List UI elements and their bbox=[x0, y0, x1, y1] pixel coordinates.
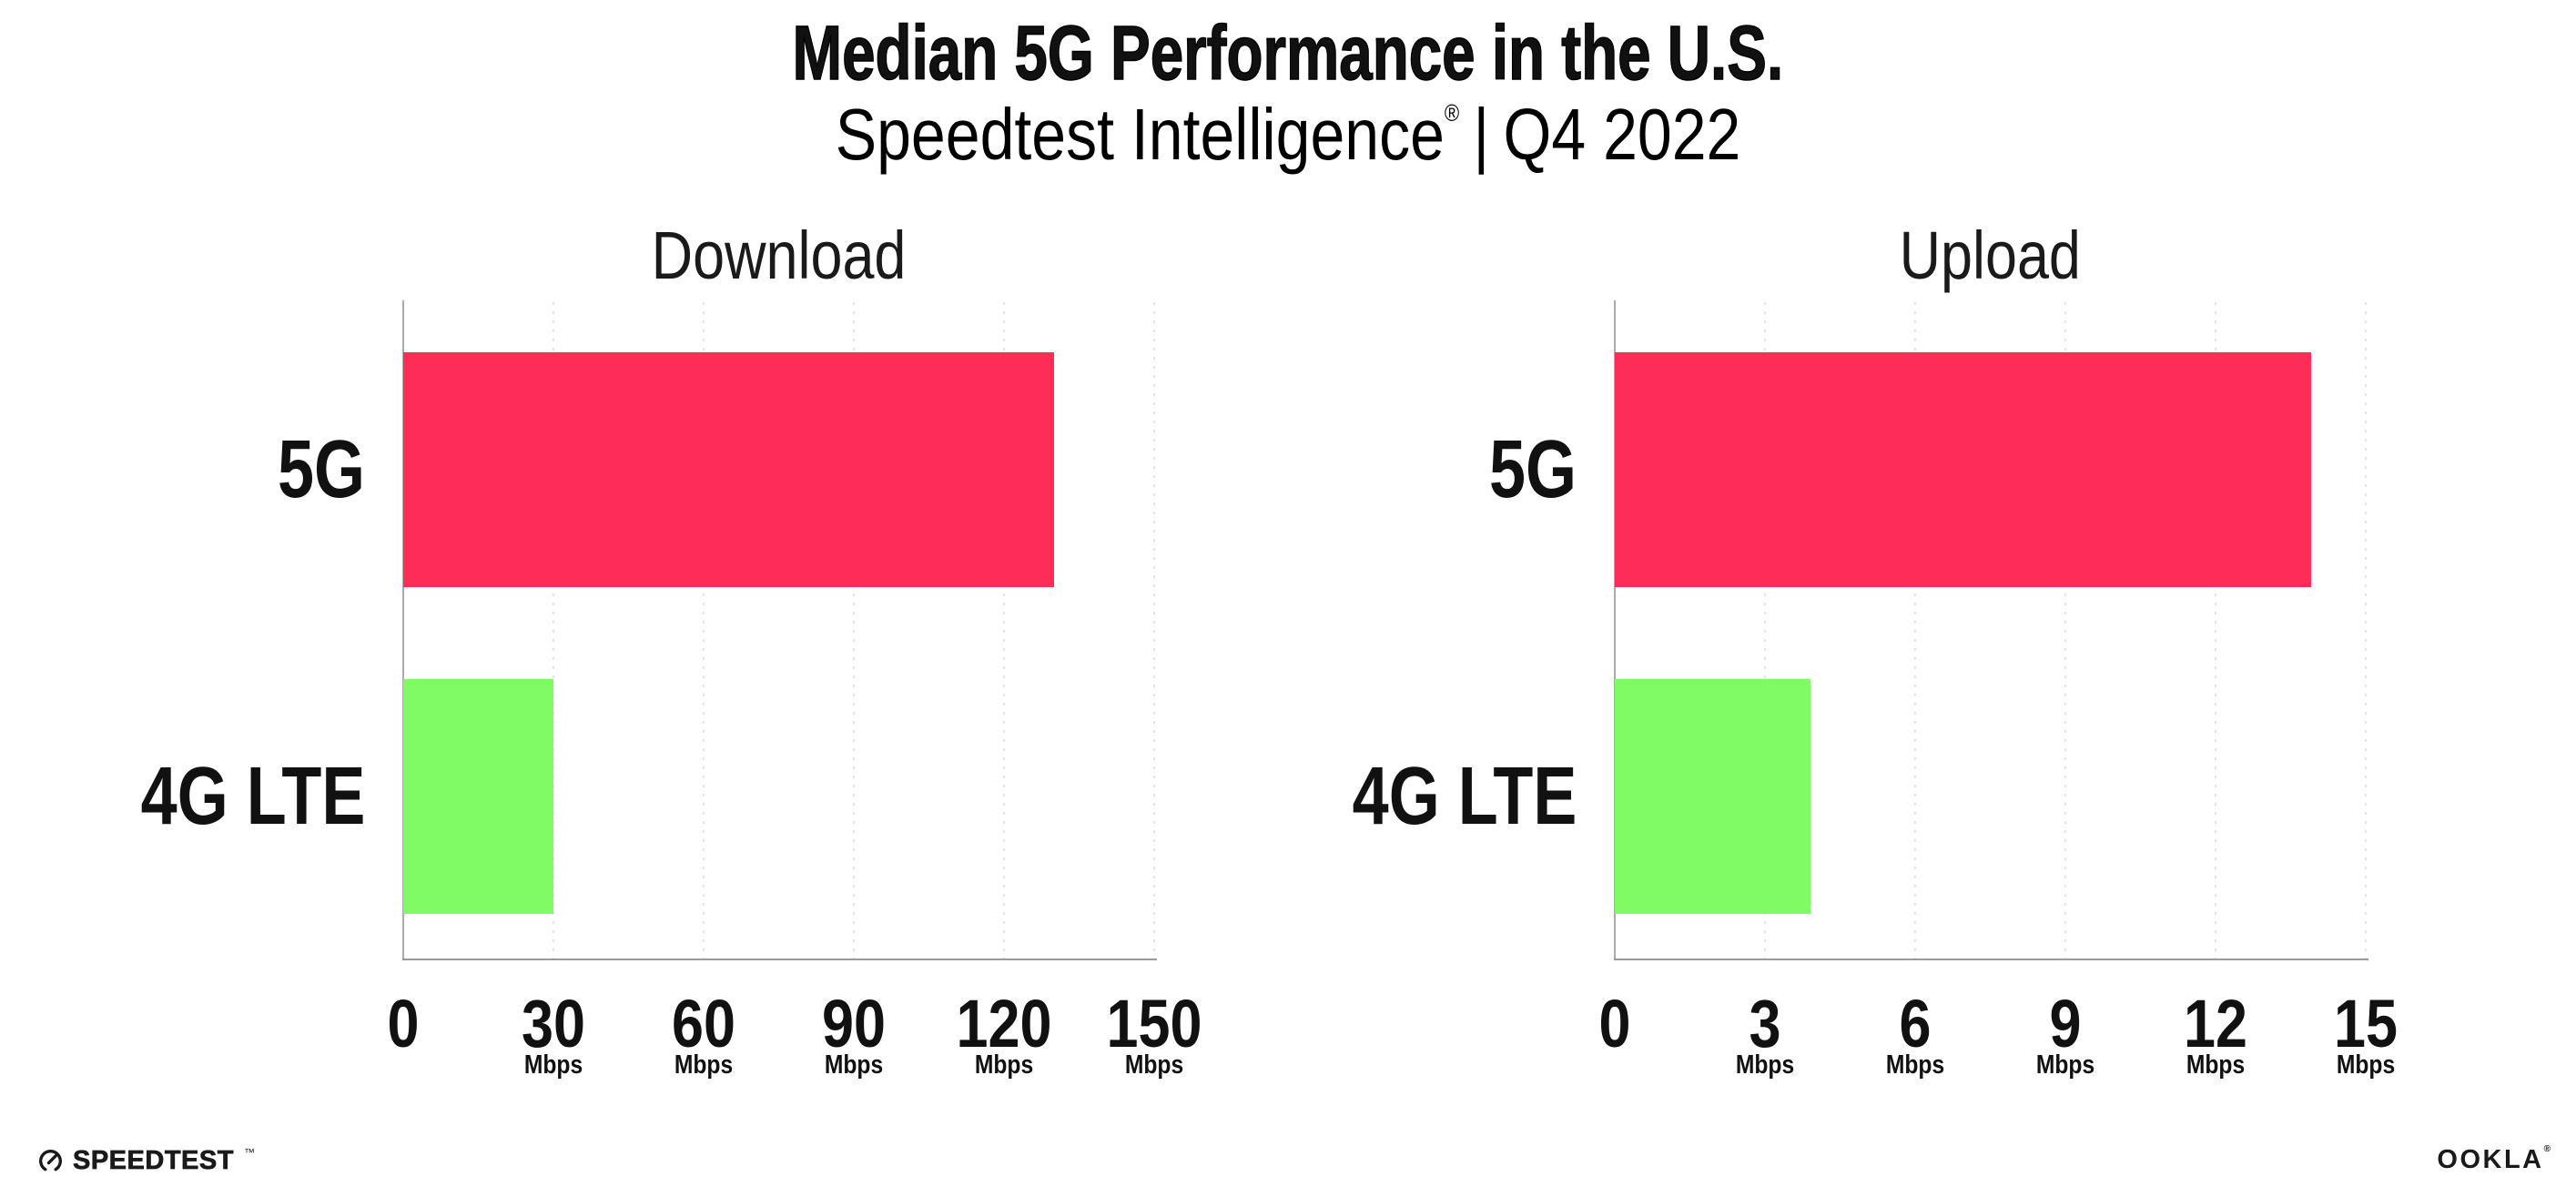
x-gridline-60 bbox=[703, 302, 705, 959]
x-tick-label-3: 3 bbox=[1749, 986, 1781, 1061]
x-gridline-6 bbox=[1914, 302, 1916, 959]
chart-title: Upload bbox=[1899, 218, 2082, 293]
x-gridline-3 bbox=[1764, 302, 1766, 959]
x-tick-label-0: 0 bbox=[1598, 986, 1631, 1061]
x-tick-label-150: 150 bbox=[1106, 986, 1202, 1061]
category-label-4g-lte-download: 4G LTE bbox=[140, 751, 365, 842]
subtitle-separator: | bbox=[1473, 94, 1490, 175]
subtitle-brand: Speedtest Intelligence bbox=[835, 94, 1445, 175]
x-gridline-12 bbox=[2215, 302, 2216, 959]
x-tick-unit-120: Mbps bbox=[974, 1050, 1034, 1080]
x-axis bbox=[402, 959, 1157, 960]
x-tick-unit-60: Mbps bbox=[674, 1050, 734, 1080]
chart-title: Download bbox=[651, 218, 907, 293]
speedtest-trademark: ™ bbox=[243, 1146, 255, 1159]
x-tick-label-0: 0 bbox=[387, 986, 420, 1061]
page-title: Median 5G Performance in the U.S. bbox=[0, 10, 2576, 96]
x-tick-label-120: 120 bbox=[956, 986, 1052, 1061]
x-tick-unit-30: Mbps bbox=[523, 1050, 583, 1080]
upload-chart: Upload 0 3 Mbps 6 Mbps 9 Mbps 12 Mbps 15 Mbps 5G 4G … bbox=[1352, 222, 2398, 1079]
x-tick-label-9: 9 bbox=[2049, 986, 2082, 1061]
x-gridline-90 bbox=[853, 302, 855, 959]
ookla-registered-mark: ® bbox=[2543, 1144, 2551, 1154]
x-tick-unit-12: Mbps bbox=[2186, 1050, 2246, 1080]
x-tick-unit-3: Mbps bbox=[1735, 1050, 1795, 1080]
bar-5g-upload bbox=[1615, 352, 2311, 587]
bar-5g-download bbox=[403, 352, 1054, 587]
speedtest-logo-text: SPEEDTEST bbox=[73, 1145, 234, 1175]
x-tick-unit-90: Mbps bbox=[824, 1050, 884, 1080]
bar-4g-lte-download bbox=[403, 679, 553, 914]
category-label-5g-upload: 5G bbox=[1488, 424, 1577, 515]
x-tick-unit-150: Mbps bbox=[1124, 1050, 1184, 1080]
ookla-logo: OOKLA ® bbox=[2437, 1144, 2551, 1174]
category-label-4g-lte-upload: 4G LTE bbox=[1352, 751, 1577, 842]
x-tick-label-60: 60 bbox=[672, 986, 735, 1061]
x-gridline-30 bbox=[553, 302, 554, 959]
ookla-logo-text: OOKLA bbox=[2437, 1145, 2544, 1174]
y-axis bbox=[402, 300, 404, 959]
x-axis bbox=[1614, 959, 2368, 960]
speedtest-logo: SPEEDTEST ™ bbox=[38, 1145, 255, 1176]
x-gridline-15 bbox=[2365, 302, 2367, 959]
x-tick-unit-9: Mbps bbox=[2035, 1050, 2095, 1080]
x-tick-label-30: 30 bbox=[522, 986, 585, 1061]
x-tick-unit-15: Mbps bbox=[2336, 1050, 2396, 1080]
x-tick-unit-6: Mbps bbox=[1885, 1050, 1945, 1080]
page-subtitle: Speedtest Intelligence® | Q4 2022 bbox=[0, 96, 2576, 173]
x-tick-label-6: 6 bbox=[1899, 986, 1932, 1061]
x-gridline-120 bbox=[1003, 302, 1005, 959]
x-gridline-9 bbox=[2064, 302, 2066, 959]
page-title-text: Median 5G Performance in the U.S. bbox=[792, 10, 1784, 96]
x-tick-label-12: 12 bbox=[2184, 986, 2247, 1061]
x-tick-label-90: 90 bbox=[822, 986, 886, 1061]
category-label-5g-download: 5G bbox=[277, 424, 365, 515]
y-axis bbox=[1614, 300, 1616, 959]
speedtest-gauge-icon bbox=[39, 1149, 62, 1171]
x-gridline-150 bbox=[1153, 302, 1155, 959]
subtitle-period: Q4 2022 bbox=[1503, 94, 1741, 175]
registered-mark: ® bbox=[1444, 99, 1460, 127]
bar-4g-lte-upload bbox=[1615, 679, 1810, 914]
x-tick-label-15: 15 bbox=[2334, 986, 2398, 1061]
download-chart: Download 0 30 Mbps 60 Mbps 90 Mbps 120 Mbps 150 Mb… bbox=[140, 222, 1202, 1079]
